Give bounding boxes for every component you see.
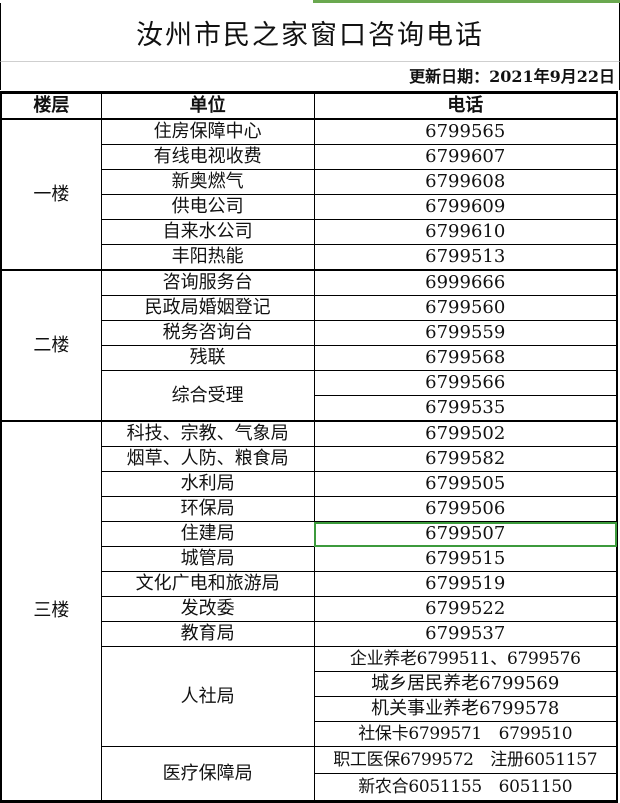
table-row: 新奥燃气 6799608 — [1, 169, 618, 195]
unit-cell[interactable]: 烟草、人防、粮食局 — [100, 446, 315, 472]
table-row: 供电公司 6799609 — [1, 194, 618, 220]
phone-cell[interactable]: 6799608 — [313, 169, 618, 195]
unit-cell[interactable]: 民政局婚姻登记 — [100, 295, 315, 321]
phone-cell[interactable]: 6799560 — [313, 295, 618, 321]
unit-cell[interactable]: 城管局 — [100, 546, 315, 572]
table-row: 文化广电和旅游局 6799519 — [1, 571, 618, 597]
table-row: 二楼 咨询服务台 6999666 — [0, 269, 618, 422]
table-row: 人社局 企业养老6799511、6799576 — [1, 646, 618, 747]
phone-cell[interactable]: 6799537 — [313, 621, 618, 647]
phone-cell[interactable]: 6799609 — [313, 194, 618, 220]
floor-cell[interactable]: 二楼 — [0, 269, 102, 422]
unit-cell[interactable]: 住房保障中心 — [100, 118, 315, 145]
phone-cell[interactable]: 机关事业养老6799578 — [313, 696, 618, 722]
unit-cell[interactable]: 残联 — [100, 345, 315, 371]
floor-cell[interactable]: 三楼 — [0, 420, 102, 802]
header-floor: 楼层 — [0, 91, 102, 120]
phone-cell[interactable]: 6799582 — [313, 446, 618, 472]
table-row: 医疗保障局 职工医保6799572 注册6051157 — [1, 746, 618, 802]
table-row: 水利局 6799505 — [1, 471, 618, 497]
table-row: 丰阳热能 6799513 — [1, 244, 618, 271]
table-row: 社保卡6799571 6799510 — [1, 721, 618, 747]
phone-cell[interactable]: 6999666 — [313, 269, 618, 296]
unit-cell[interactable]: 有线电视收费 — [100, 144, 315, 170]
phone-cell[interactable]: 6799519 — [313, 571, 618, 597]
phone-cell[interactable]: 6799507 — [313, 521, 618, 547]
phone-cell[interactable]: 职工医保6799572 注册6051157 — [313, 746, 618, 774]
phone-cell[interactable]: 6799566 — [313, 370, 618, 396]
phone-cell[interactable]: 6799610 — [313, 219, 618, 245]
unit-cell[interactable]: 医疗保障局 — [100, 746, 315, 802]
phone-cell[interactable]: 新农合6051155 6051150 — [313, 773, 618, 802]
table-row: 环保局 6799506 — [1, 496, 618, 522]
unit-cell[interactable]: 住建局 — [100, 521, 315, 547]
unit-cell[interactable]: 科技、宗教、气象局 — [100, 420, 315, 447]
phone-cell[interactable]: 6799506 — [313, 496, 618, 522]
table-row: 发改委 6799522 — [1, 596, 618, 622]
selection-highlight-line — [313, 0, 620, 3]
phone-cell[interactable]: 6799559 — [313, 320, 618, 346]
unit-cell[interactable]: 发改委 — [100, 596, 315, 622]
phone-cell[interactable]: 企业养老6799511、6799576 — [313, 646, 618, 672]
unit-cell[interactable]: 新奥燃气 — [100, 169, 315, 195]
header-unit: 单位 — [100, 91, 315, 120]
unit-cell[interactable]: 税务咨询台 — [100, 320, 315, 346]
page-title: 汝州市民之家窗口咨询电话 — [0, 3, 620, 62]
table-row: 有线电视收费 6799607 — [1, 144, 618, 170]
phone-cell[interactable]: 6799607 — [313, 144, 618, 170]
phone-cell[interactable]: 6799535 — [313, 395, 618, 422]
header-phone: 电话 — [313, 91, 618, 120]
table-row: 烟草、人防、粮食局 6799582 — [1, 446, 618, 472]
table-row: 民政局婚姻登记 6799560 — [1, 295, 618, 321]
unit-cell[interactable]: 教育局 — [100, 621, 315, 647]
floor-cell[interactable]: 一楼 — [0, 118, 102, 271]
phone-cell[interactable]: 6799505 — [313, 471, 618, 497]
table-row: 综合受理 6799566 — [1, 370, 618, 422]
table-row: 6799535 — [1, 395, 618, 422]
unit-cell[interactable]: 自来水公司 — [100, 219, 315, 245]
phone-cell[interactable]: 6799515 — [313, 546, 618, 572]
table-row: 自来水公司 6799610 — [1, 219, 618, 245]
unit-cell[interactable]: 咨询服务台 — [100, 269, 315, 296]
unit-cell[interactable]: 综合受理 — [100, 370, 315, 422]
unit-cell[interactable]: 人社局 — [100, 646, 315, 747]
phone-cell[interactable]: 6799565 — [313, 118, 618, 145]
table-row: 一楼 住房保障中心 6799565 — [0, 118, 618, 271]
phone-table: 楼层 单位 电话 一楼 住房保障中心 6799565 有线电视收费 6799607 新奥燃… — [0, 91, 618, 803]
unit-cell[interactable]: 水利局 — [100, 471, 315, 497]
table-row: 残联 6799568 — [1, 345, 618, 371]
table-row: 机关事业养老6799578 — [1, 696, 618, 722]
phone-cell[interactable]: 6799513 — [313, 244, 618, 271]
phone-cell[interactable]: 社保卡6799571 6799510 — [313, 721, 618, 747]
phone-cell[interactable]: 6799522 — [313, 596, 618, 622]
update-date: 更新日期：2021年9月22日 — [0, 62, 620, 90]
phone-cell[interactable]: 6799502 — [313, 420, 618, 447]
unit-cell[interactable]: 环保局 — [100, 496, 315, 522]
table-row: 住建局 6799507 — [1, 521, 618, 547]
phone-cell[interactable]: 6799568 — [313, 345, 618, 371]
unit-cell[interactable]: 丰阳热能 — [100, 244, 315, 271]
unit-cell[interactable]: 文化广电和旅游局 — [100, 571, 315, 597]
phone-cell[interactable]: 城乡居民养老6799569 — [313, 671, 618, 697]
table-row: 税务咨询台 6799559 — [1, 320, 618, 346]
table-row: 三楼 科技、宗教、气象局 6799502 — [0, 420, 618, 802]
header-row: 楼层 单位 电话 — [0, 91, 618, 120]
unit-cell[interactable]: 供电公司 — [100, 194, 315, 220]
